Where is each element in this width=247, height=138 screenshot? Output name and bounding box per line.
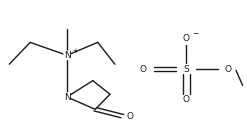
Text: O: O bbox=[126, 112, 133, 121]
Text: +: + bbox=[72, 48, 78, 54]
Text: N: N bbox=[64, 92, 70, 102]
Text: S: S bbox=[183, 64, 189, 74]
Text: −: − bbox=[192, 29, 199, 38]
Text: O: O bbox=[183, 95, 190, 104]
Text: N: N bbox=[64, 51, 70, 60]
Text: O: O bbox=[183, 34, 190, 43]
Text: O: O bbox=[140, 64, 147, 74]
Text: O: O bbox=[224, 64, 231, 74]
